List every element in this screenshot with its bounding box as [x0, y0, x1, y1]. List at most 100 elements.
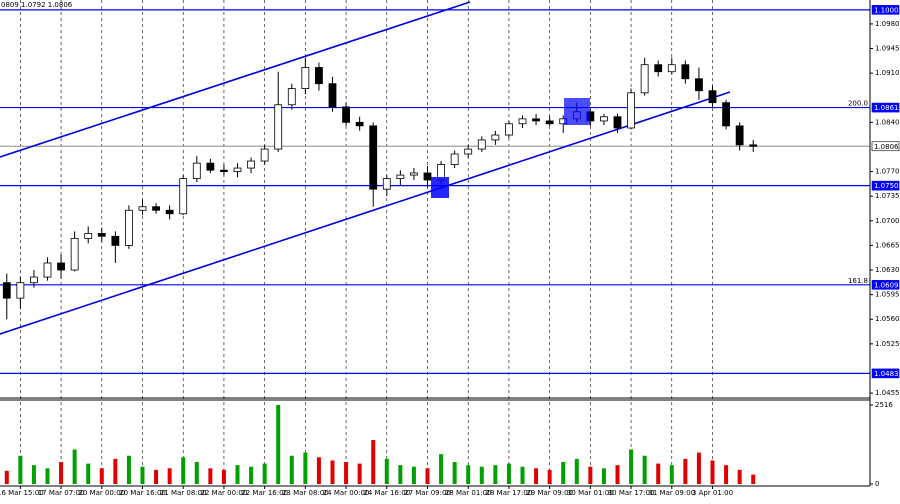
volume-bar: [615, 465, 620, 484]
y-tick-label: 1.0700: [875, 217, 900, 225]
candle-body: [16, 282, 25, 299]
volume-bar: [452, 462, 457, 484]
candle-body: [260, 148, 269, 162]
level-note: 161.8: [848, 277, 868, 285]
y-tick-label: 1.0735: [875, 192, 900, 200]
volume-bar: [710, 460, 715, 484]
level-label-box: [871, 368, 900, 379]
y-tick-label: 1.0980: [875, 20, 900, 28]
candle-body: [2, 282, 11, 299]
level-label: 1.0806: [874, 143, 899, 151]
volume-bar: [751, 474, 756, 484]
candle-body: [396, 174, 405, 180]
volume-bar: [4, 470, 9, 484]
x-tick-label: 30 Mar 17:00: [608, 489, 655, 497]
volume-bar: [167, 468, 172, 484]
candle-body: [233, 167, 242, 172]
volume-bar: [506, 463, 511, 484]
y-tick-label: 1.0840: [875, 118, 900, 126]
candle-body: [220, 169, 228, 172]
candle-body: [84, 233, 93, 239]
level-label: 1.0483: [874, 370, 899, 378]
x-tick-label: 20 Mar 00:00: [78, 489, 125, 497]
volume-bar: [235, 465, 240, 484]
volume-bar: [303, 452, 308, 484]
candle-body: [152, 206, 160, 211]
candle-body: [57, 262, 65, 271]
volume-tick-label: 0: [875, 480, 879, 488]
y-tick-label: 1.0560: [875, 315, 900, 323]
x-tick-label: 28 Mar 01:00: [445, 489, 492, 497]
candle-body: [505, 123, 513, 136]
volume-bar: [696, 452, 701, 484]
volume-bar: [479, 466, 484, 484]
candle-body: [382, 178, 391, 190]
x-tick-label: 29 Mar 09:00: [526, 489, 573, 497]
volume-bar: [683, 458, 688, 484]
level-label-box: [871, 5, 900, 15]
candle-body: [477, 139, 486, 150]
y-tick-label: 1.0525: [875, 340, 900, 348]
candle-body: [667, 64, 676, 73]
level-label-box: [871, 102, 900, 113]
level-label: 1.0750: [874, 182, 899, 190]
volume-bar: [425, 468, 430, 484]
trend-channel: [0, 1, 731, 335]
volume-bar: [181, 457, 186, 484]
y-tick-label: 1.0910: [875, 69, 900, 77]
levels: 200.0 161.8: [0, 9, 870, 374]
channel-upper: [0, 1, 471, 158]
volume-bar: [126, 455, 131, 484]
marker-square: [564, 98, 590, 125]
candles: [2, 57, 758, 320]
volume-bar: [411, 466, 416, 484]
volume-bar: [629, 449, 634, 484]
candle-body: [627, 92, 635, 129]
volume-bar: [86, 463, 91, 484]
x-tick-label: 30 Mar 01:00: [567, 489, 614, 497]
candle-body: [70, 237, 79, 271]
level-label: 1.0609: [874, 281, 899, 289]
candle-body: [545, 120, 554, 125]
level-label-box: [871, 279, 900, 290]
volume-bar: [601, 468, 606, 484]
candle-body: [315, 67, 323, 85]
volume-bar: [154, 469, 159, 484]
candle-body: [43, 262, 52, 278]
candle-body: [749, 144, 758, 147]
x-tick-label: 21 Mar 08:00: [160, 489, 207, 497]
candle-body: [369, 125, 378, 190]
candle-body: [654, 64, 663, 73]
x-tick-label: 20 Mar 16:00: [119, 489, 166, 497]
volume-bar: [113, 458, 118, 484]
x-tick-label: 22 Mar 16:00: [241, 489, 288, 497]
x-tick-label: 16 Mar 15:00: [0, 489, 44, 497]
level-label: 1.0861: [874, 104, 899, 112]
candle-body: [735, 125, 744, 146]
x-tick-label: 24 Mar 00:00: [323, 489, 370, 497]
volume-bar: [398, 465, 403, 484]
candle-body: [247, 160, 255, 169]
volume-bar: [656, 463, 661, 484]
volume-bar: [45, 468, 50, 484]
x-tick-label: 17 Mar 07:00: [38, 489, 85, 497]
candle-body: [695, 78, 703, 92]
volume-bar: [357, 463, 362, 484]
x-tick-label: 31 Mar 09:00: [648, 489, 695, 497]
candle-body: [423, 172, 432, 181]
candle-body: [97, 233, 106, 237]
volume-bar: [669, 465, 674, 484]
candle-body: [681, 64, 690, 80]
candle-body: [600, 116, 608, 122]
volume-bar: [534, 468, 539, 484]
volume-bar: [330, 460, 335, 484]
y-tick-label: 1.0630: [875, 266, 900, 274]
axis: 1.0980 1.0945 1.0910 1.0840 1.0770 1.0735 1.07…: [0, 5, 900, 497]
candle-body: [410, 172, 418, 176]
volume-bar: [99, 468, 104, 484]
candle-body: [708, 90, 717, 104]
volume-bar: [72, 449, 77, 484]
candle-body: [274, 104, 283, 150]
candle-body: [722, 102, 730, 127]
